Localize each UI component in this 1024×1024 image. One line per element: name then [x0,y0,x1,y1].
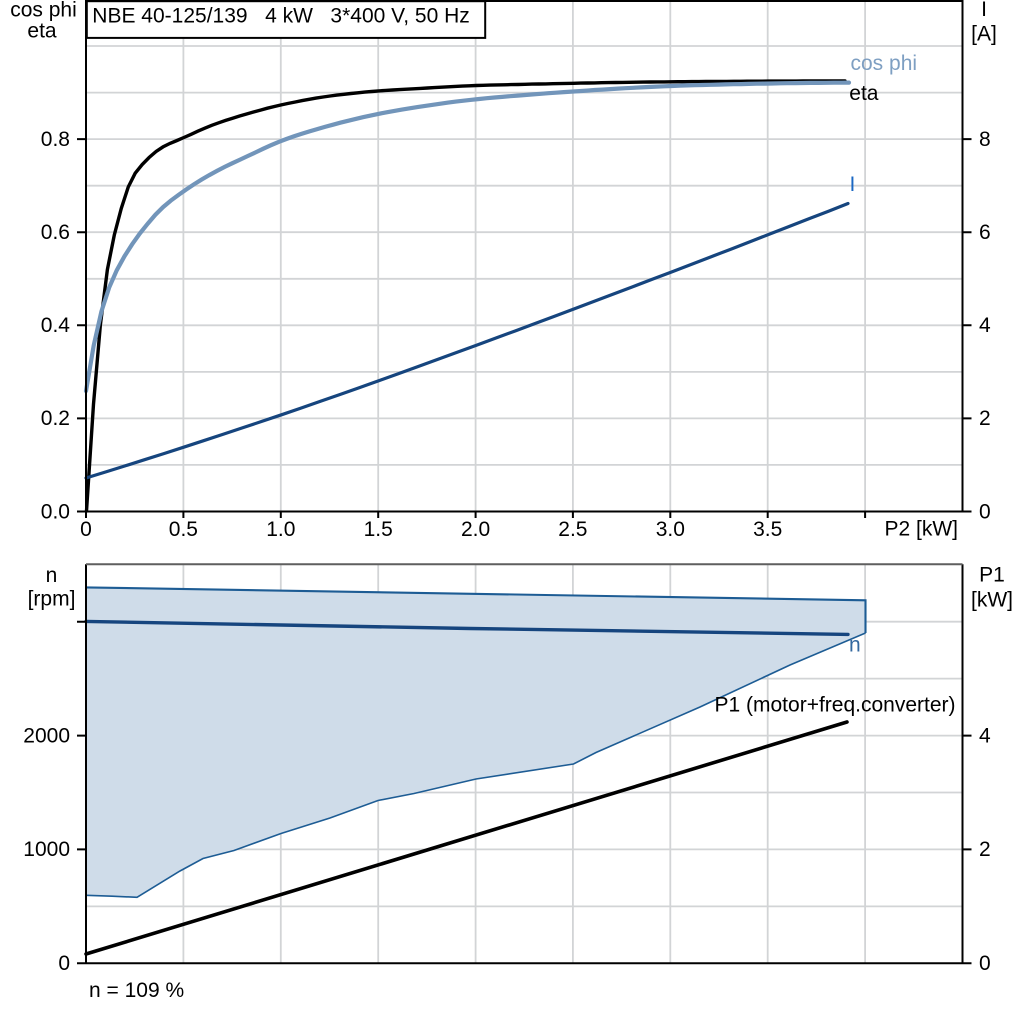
svg-text:I: I [850,173,856,196]
svg-text:3.5: 3.5 [753,518,782,541]
svg-text:NBE 40-125/139 4 kW 3*400: NBE 40-125/139 4 kW 3*400 V, 50 Hz [92,5,469,28]
svg-text:0: 0 [979,952,991,975]
svg-text:1000: 1000 [23,838,70,861]
svg-text:0.2: 0.2 [41,407,70,430]
svg-text:4: 4 [979,724,991,747]
svg-text:2.0: 2.0 [461,518,490,541]
svg-text:0.6: 0.6 [41,221,70,244]
svg-text:2.5: 2.5 [558,518,587,541]
svg-text:8: 8 [979,128,991,151]
svg-text:4: 4 [979,314,991,337]
svg-text:0.4: 0.4 [41,314,71,337]
svg-text:[A]: [A] [971,23,997,46]
svg-text:eta: eta [849,82,879,105]
svg-text:0.5: 0.5 [169,518,198,541]
svg-text:n: n [46,564,58,587]
svg-text:n = 109 %: n = 109 % [89,979,184,1002]
svg-text:P1: P1 [979,564,1005,587]
svg-text:0: 0 [979,500,991,523]
svg-text:2: 2 [979,838,991,861]
svg-text:I: I [981,0,987,21]
svg-text:2: 2 [979,407,991,430]
svg-text:cos phi: cos phi [851,52,918,75]
svg-text:0: 0 [80,518,92,541]
svg-text:6: 6 [979,221,991,244]
svg-text:3.0: 3.0 [656,518,685,541]
svg-text:0.0: 0.0 [41,500,70,523]
svg-text:eta: eta [27,20,57,43]
svg-text:P1 (motor+freq.converter): P1 (motor+freq.converter) [715,694,956,717]
svg-text:P2 [kW]: P2 [kW] [884,518,958,541]
svg-text:[kW]: [kW] [971,589,1013,612]
svg-text:1.5: 1.5 [364,518,393,541]
svg-text:1.0: 1.0 [266,518,295,541]
svg-text:n: n [849,634,861,657]
svg-text:cos phi: cos phi [10,0,77,22]
svg-text:0.8: 0.8 [41,128,70,151]
svg-text:[rpm]: [rpm] [28,588,76,611]
svg-text:2000: 2000 [23,724,70,747]
svg-text:0: 0 [58,952,70,975]
